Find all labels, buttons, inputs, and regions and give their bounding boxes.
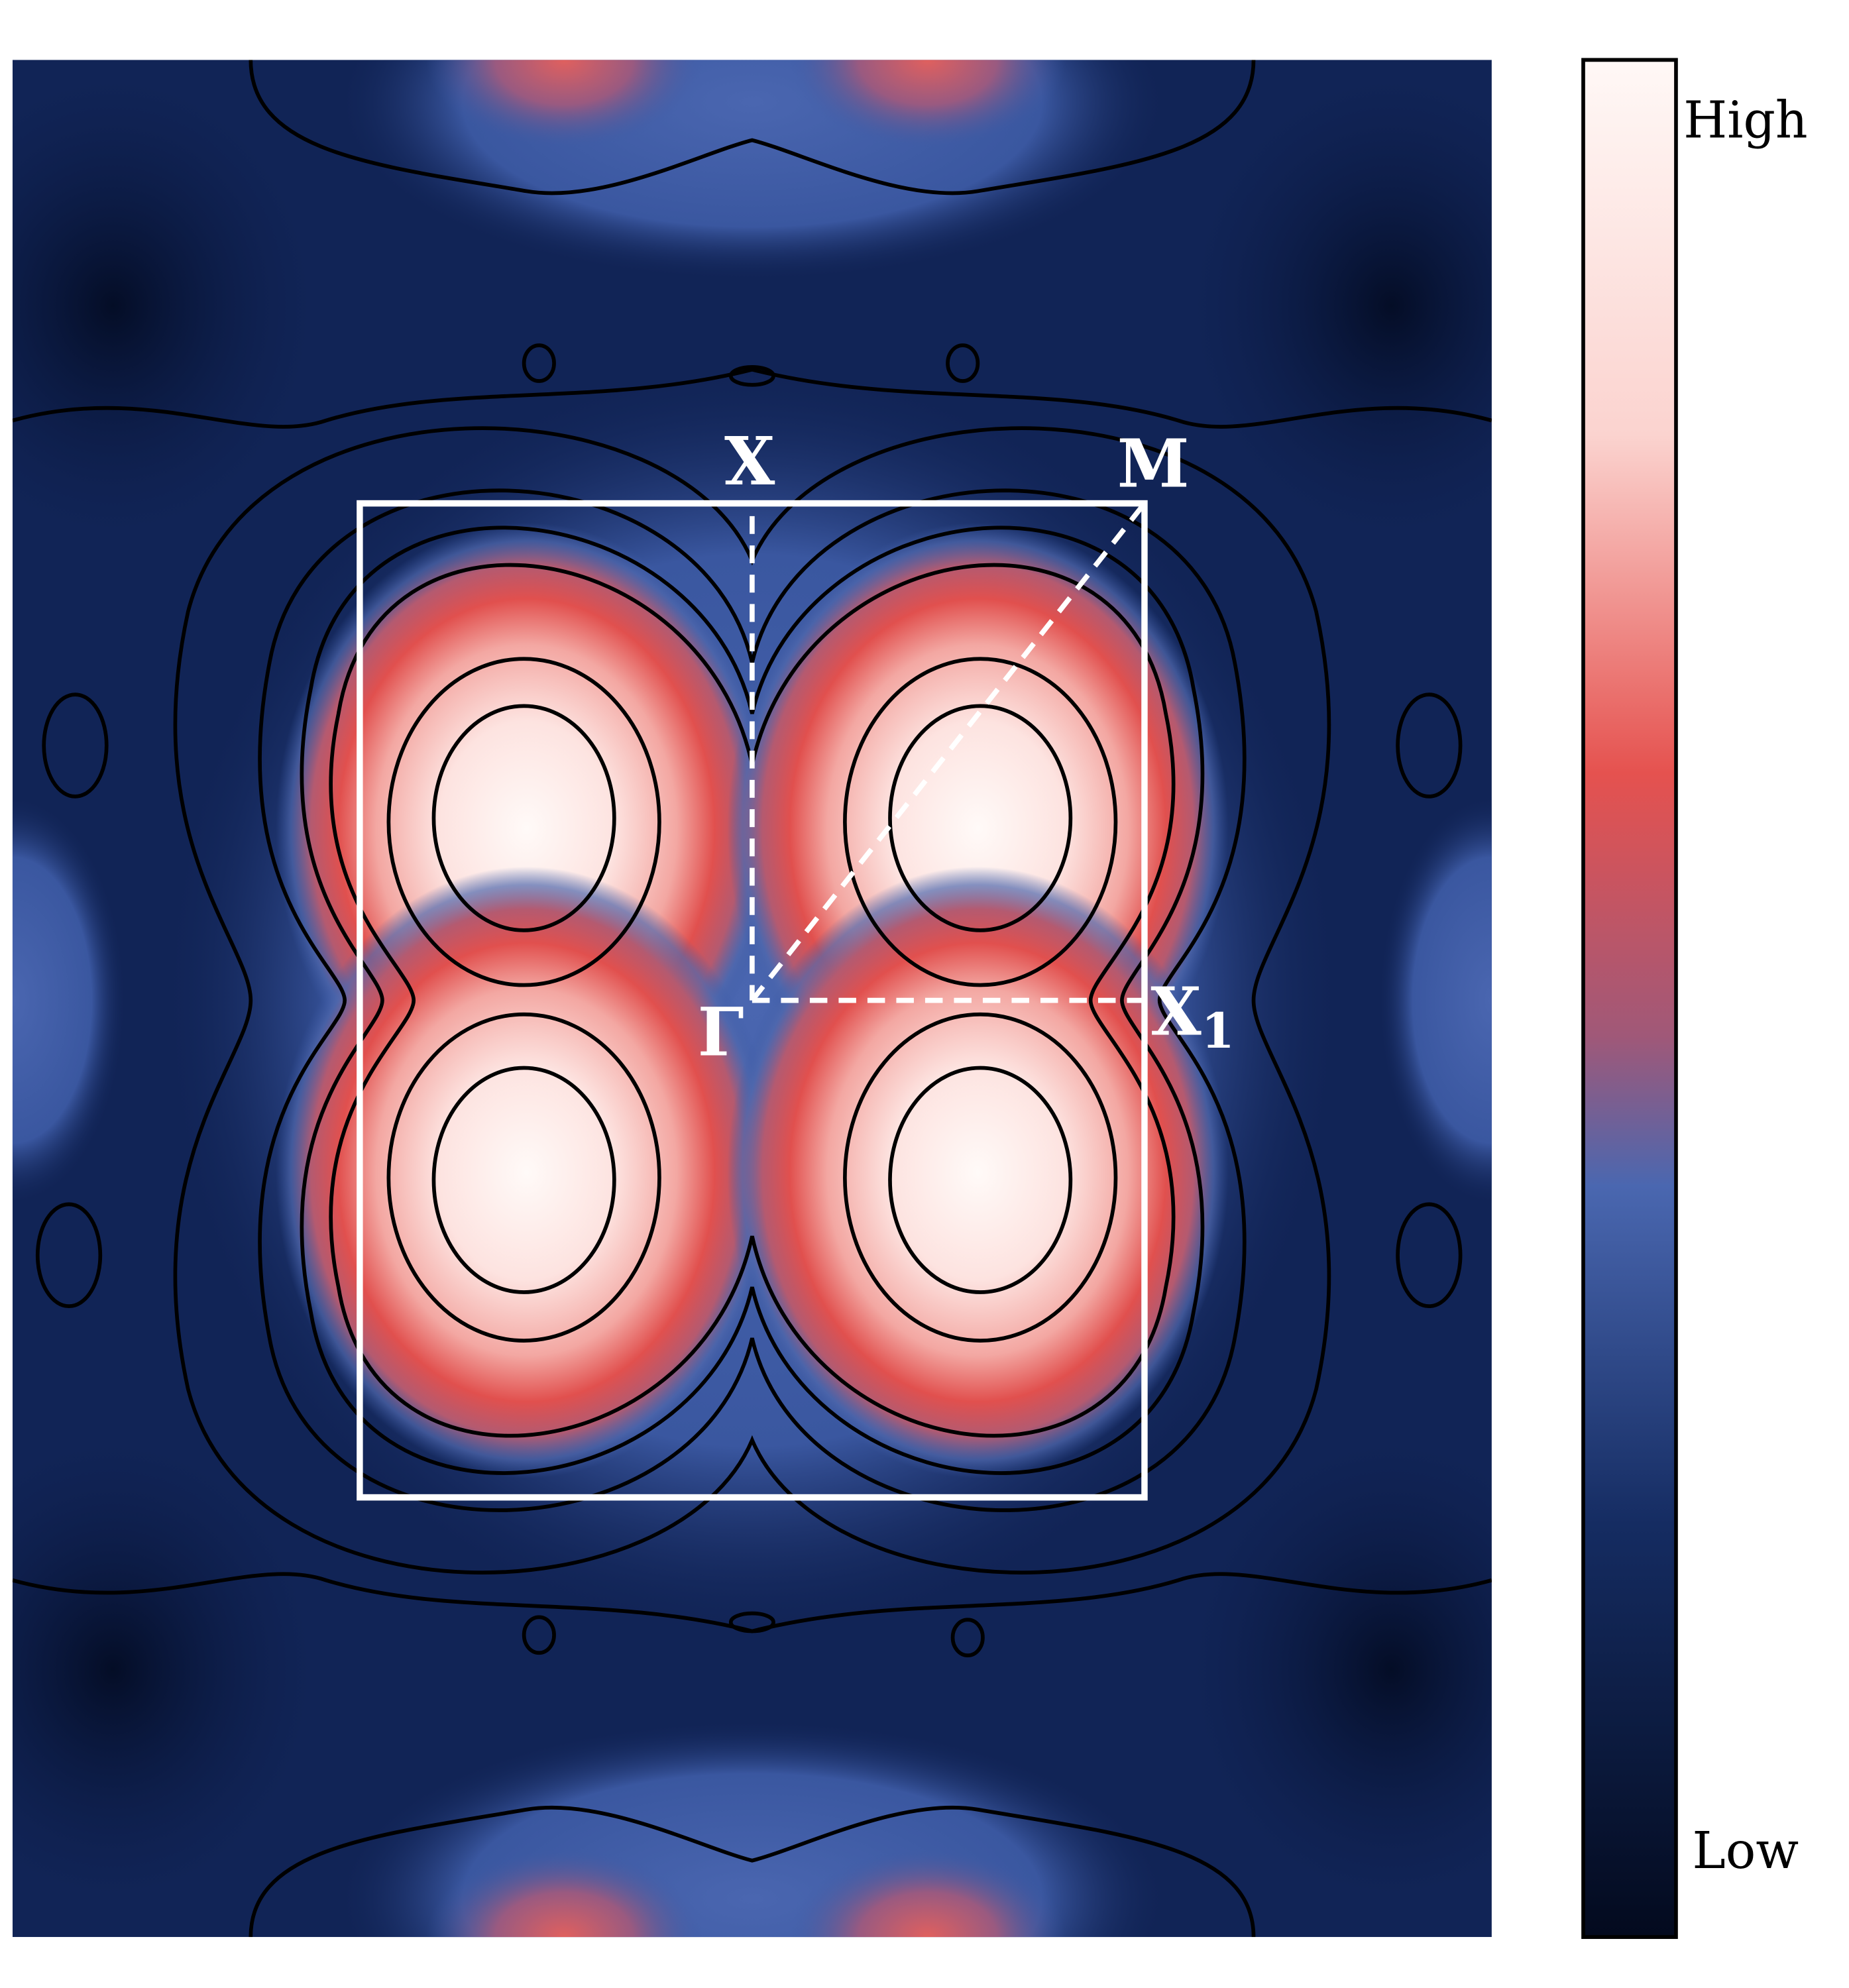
point-label: X xyxy=(724,423,775,500)
heatmap xyxy=(12,60,1492,1938)
point-label: M xyxy=(1117,425,1190,503)
colorbar-label: High xyxy=(1683,90,1807,150)
colorbar-label: Low xyxy=(1693,1821,1799,1881)
point-label: X xyxy=(1150,973,1201,1051)
colorbar xyxy=(1581,58,1678,1939)
point-label: X1 xyxy=(1150,973,1234,1060)
point-subscript: 1 xyxy=(1202,1003,1235,1060)
point-label: Γ xyxy=(698,994,744,1072)
